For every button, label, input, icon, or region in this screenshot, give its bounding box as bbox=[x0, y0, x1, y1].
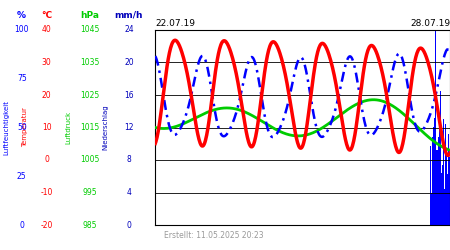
Bar bbox=[433, 220, 434, 225]
Bar bbox=[444, 168, 445, 225]
Bar bbox=[438, 192, 439, 225]
Bar bbox=[441, 206, 442, 225]
Bar bbox=[447, 172, 448, 225]
Bar bbox=[440, 206, 441, 225]
Bar bbox=[439, 219, 440, 225]
Bar bbox=[432, 216, 433, 225]
Text: -10: -10 bbox=[40, 188, 53, 197]
Bar bbox=[436, 135, 437, 225]
Text: 985: 985 bbox=[83, 220, 97, 230]
Bar bbox=[444, 125, 445, 225]
Text: 40: 40 bbox=[42, 26, 51, 35]
Bar bbox=[446, 134, 448, 225]
Text: 8: 8 bbox=[126, 156, 131, 164]
Text: Niederschlag: Niederschlag bbox=[103, 105, 108, 150]
Text: 0: 0 bbox=[44, 156, 49, 164]
Bar bbox=[437, 111, 439, 225]
Text: 16: 16 bbox=[124, 90, 134, 100]
Text: Temperatur: Temperatur bbox=[22, 108, 28, 148]
Text: 1035: 1035 bbox=[81, 58, 100, 67]
Bar bbox=[442, 207, 444, 225]
Bar bbox=[439, 200, 441, 225]
Text: 12: 12 bbox=[124, 123, 134, 132]
Text: 28.07.19: 28.07.19 bbox=[410, 19, 450, 28]
Bar bbox=[430, 98, 431, 225]
Bar bbox=[435, 30, 436, 225]
Text: Erstellt: 11.05.2025 20:23: Erstellt: 11.05.2025 20:23 bbox=[164, 231, 264, 240]
Text: Luftdruck: Luftdruck bbox=[65, 111, 71, 144]
Bar bbox=[446, 71, 447, 225]
Text: 1005: 1005 bbox=[81, 156, 100, 164]
Bar bbox=[441, 192, 442, 225]
Text: 22.07.19: 22.07.19 bbox=[155, 19, 195, 28]
Text: Luftfeuchtigkeit: Luftfeuchtigkeit bbox=[3, 100, 9, 155]
Text: 0: 0 bbox=[19, 220, 24, 230]
Text: -20: -20 bbox=[40, 220, 53, 230]
Text: 1045: 1045 bbox=[81, 26, 100, 35]
Text: 10: 10 bbox=[42, 123, 51, 132]
Text: 4: 4 bbox=[126, 188, 131, 197]
Text: hPa: hPa bbox=[81, 11, 99, 20]
Bar bbox=[437, 132, 438, 225]
Text: 50: 50 bbox=[17, 123, 27, 132]
Text: 995: 995 bbox=[83, 188, 97, 197]
Bar bbox=[433, 125, 435, 225]
Bar bbox=[449, 74, 450, 225]
Text: 25: 25 bbox=[17, 172, 27, 181]
Text: 100: 100 bbox=[14, 26, 29, 35]
Bar bbox=[434, 207, 435, 225]
Text: 75: 75 bbox=[17, 74, 27, 83]
Bar bbox=[436, 173, 437, 225]
Text: 1025: 1025 bbox=[81, 90, 99, 100]
Text: 1015: 1015 bbox=[81, 123, 99, 132]
Text: %: % bbox=[17, 11, 26, 20]
Text: °C: °C bbox=[41, 11, 52, 20]
Bar bbox=[442, 175, 443, 225]
Text: 24: 24 bbox=[124, 26, 134, 35]
Text: 20: 20 bbox=[42, 90, 51, 100]
Text: mm/h: mm/h bbox=[115, 11, 143, 20]
Bar bbox=[445, 128, 446, 225]
Bar bbox=[448, 196, 450, 225]
Bar bbox=[445, 180, 446, 225]
Bar bbox=[431, 118, 432, 225]
Text: 30: 30 bbox=[42, 58, 51, 67]
Bar bbox=[432, 145, 433, 225]
Bar bbox=[443, 182, 444, 225]
Text: 0: 0 bbox=[126, 220, 131, 230]
Bar bbox=[435, 187, 436, 225]
Bar bbox=[431, 203, 432, 225]
Bar bbox=[448, 155, 449, 225]
Text: 20: 20 bbox=[124, 58, 134, 67]
